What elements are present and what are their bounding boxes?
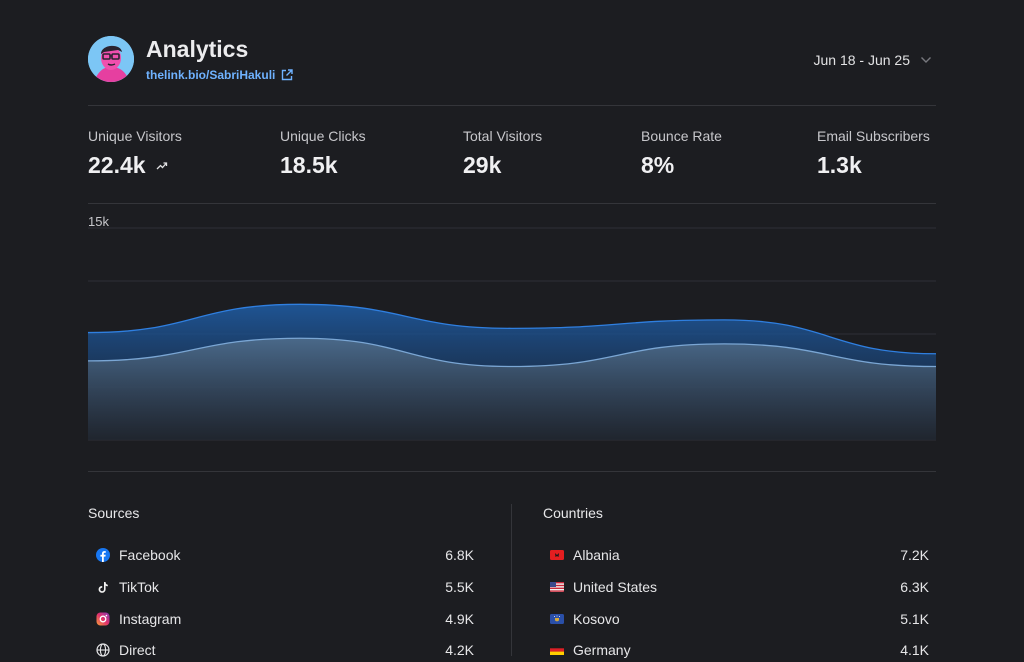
series-area-2 <box>88 338 936 440</box>
list-item[interactable]: Germany 4.1K <box>542 638 929 662</box>
globe-icon <box>96 643 110 657</box>
column-divider <box>511 504 512 656</box>
kosovo-flag-icon <box>550 612 564 626</box>
country-label: Germany <box>573 642 631 658</box>
country-value: 7.2K <box>900 547 929 563</box>
series-line-1 <box>87 303 937 355</box>
stat-label: Total Visitors <box>463 128 543 144</box>
country-label: Albania <box>573 547 620 563</box>
source-value: 6.8K <box>445 547 474 563</box>
avatar[interactable] <box>88 36 134 82</box>
stat-label: Unique Visitors <box>88 128 182 144</box>
profile-link[interactable]: thelink.bio/SabriHakuli <box>146 68 294 82</box>
sources-title: Sources <box>88 505 140 521</box>
list-item[interactable]: TikTok 5.5K <box>88 575 474 599</box>
country-label: Kosovo <box>573 611 620 627</box>
external-link-icon <box>282 69 294 81</box>
chart-series <box>87 303 937 440</box>
country-value: 5.1K <box>900 611 929 627</box>
date-range-label: Jun 18 - Jun 25 <box>813 52 910 68</box>
avatar-illustration <box>88 36 134 82</box>
stat-email-subscribers: Email Subscribers 1.3k <box>817 128 930 179</box>
country-label: United States <box>573 579 658 595</box>
stat-bounce-rate: Bounce Rate 8% <box>641 128 722 179</box>
list-item[interactable]: Direct 4.2K <box>88 638 474 662</box>
stat-unique-clicks: Unique Clicks 18.5k <box>280 128 366 179</box>
stat-label: Unique Clicks <box>280 128 366 144</box>
country-value: 6.3K <box>900 579 929 595</box>
list-item[interactable]: Facebook 6.8K <box>88 543 474 567</box>
country-value: 4.1K <box>900 642 929 658</box>
page-title: Analytics <box>146 36 249 62</box>
tiktok-icon <box>96 580 110 594</box>
albania-flag-icon <box>550 548 564 562</box>
chevron-down-icon <box>921 57 931 63</box>
divider <box>88 105 936 106</box>
stat-value: 1.3k <box>817 152 862 178</box>
source-value: 5.5K <box>445 579 474 595</box>
stat-value: 18.5k <box>280 152 338 178</box>
stat-total-visitors: Total Visitors 29k <box>463 128 542 179</box>
instagram-icon <box>96 612 110 626</box>
source-label: Instagram <box>119 611 182 627</box>
area-chart <box>87 227 937 441</box>
stat-value: 22.4k <box>88 152 146 178</box>
source-label: Direct <box>119 642 156 658</box>
list-item[interactable]: Albania 7.2K <box>542 543 929 567</box>
analytics-panel: Analytics thelink.bio/SabriHakuli Jun 18… <box>87 0 937 658</box>
stat-value: 8% <box>641 152 675 178</box>
date-range-dropdown[interactable]: Jun 18 - Jun 25 <box>813 52 932 68</box>
list-item[interactable]: United States 6.3K <box>542 575 929 599</box>
stat-value-wrap: 22.4k <box>88 152 182 179</box>
trend-up-icon <box>156 161 167 169</box>
list-item[interactable]: Instagram 4.9K <box>88 607 474 631</box>
source-label: Facebook <box>119 547 181 563</box>
divider <box>88 471 936 472</box>
divider <box>88 203 936 204</box>
usa-flag-icon <box>550 580 564 594</box>
y-axis-label: 15k <box>88 214 109 229</box>
page-header: Analytics thelink.bio/SabriHakuli Jun 18… <box>88 36 936 92</box>
stats-row: Unique Visitors 22.4k Unique Clicks 18.5… <box>88 128 936 188</box>
series-line-2 <box>87 337 937 368</box>
stat-label: Email Subscribers <box>817 128 930 144</box>
stat-value: 29k <box>463 152 502 178</box>
profile-link-text: thelink.bio/SabriHakuli <box>146 68 276 82</box>
countries-title: Countries <box>543 505 603 521</box>
stat-label: Bounce Rate <box>641 128 722 144</box>
stat-unique-visitors: Unique Visitors 22.4k <box>88 128 182 179</box>
source-value: 4.2K <box>445 642 474 658</box>
list-item[interactable]: Kosovo 5.1K <box>542 607 929 631</box>
facebook-icon <box>96 548 110 562</box>
source-value: 4.9K <box>445 611 474 627</box>
source-label: TikTok <box>119 579 159 595</box>
germany-flag-icon <box>550 643 564 657</box>
visitors-chart: 15k <box>87 208 937 468</box>
